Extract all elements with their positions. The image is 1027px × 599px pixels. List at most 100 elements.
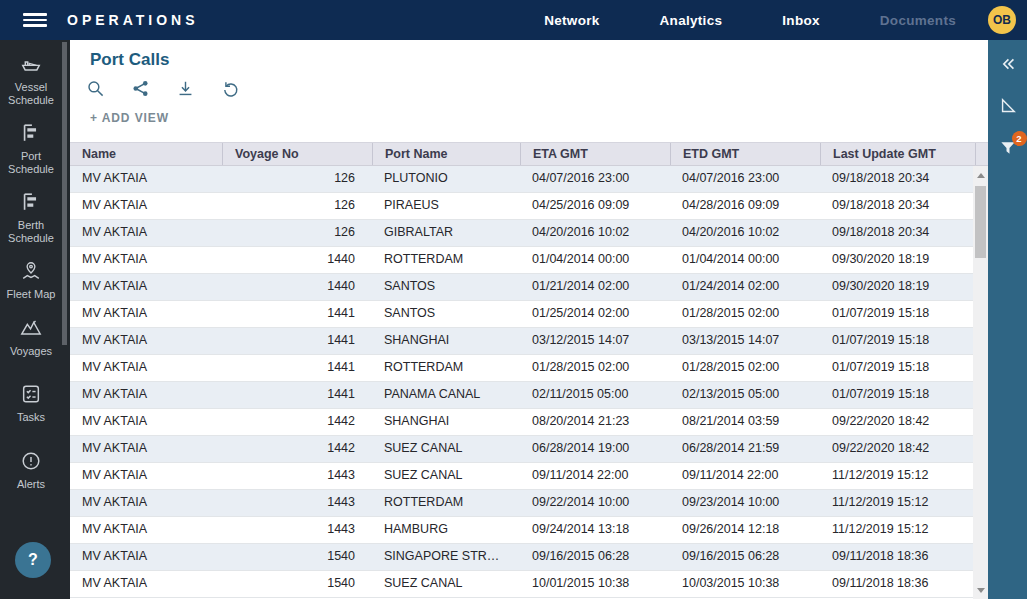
cell-etd: 09/26/2014 12:18 (670, 517, 820, 543)
cell-last_update: 09/22/2020 18:42 (820, 436, 973, 462)
table-row[interactable]: MV AKTAIA126PIRAEUS04/25/2016 09:0904/28… (70, 193, 973, 220)
cell-name: MV AKTAIA (70, 301, 222, 327)
search-button[interactable] (86, 79, 105, 98)
help-button[interactable]: ? (15, 542, 51, 578)
table-row[interactable]: MV AKTAIA1440ROTTERDAM01/04/2014 00:0001… (70, 247, 973, 274)
filter-button[interactable]: 2 (998, 138, 1018, 158)
table-scrollbar[interactable] (973, 166, 988, 599)
scroll-down-arrow[interactable] (973, 582, 988, 598)
nav-inbox[interactable]: Inbox (782, 13, 820, 28)
cell-voyage_no: 1441 (222, 355, 372, 381)
download-button[interactable] (176, 79, 195, 98)
cell-eta: 04/20/2016 10:02 (520, 220, 670, 246)
table-row[interactable]: MV AKTAIA1442SUEZ CANAL06/28/2014 19:000… (70, 436, 973, 463)
table-row[interactable]: MV AKTAIA1540SUEZ CANAL10/01/2015 10:381… (70, 571, 973, 598)
sidebar-item-vessel-schedule[interactable]: Vessel Schedule (2, 53, 60, 106)
cell-port_name: PLUTONIO (372, 166, 520, 192)
cell-port_name: SHANGHAI (372, 328, 520, 354)
table-row[interactable]: MV AKTAIA1441SANTOS01/25/2014 02:0001/28… (70, 301, 973, 328)
sidebar-item-label: Port Schedule (2, 150, 60, 175)
column-header-voyage-no[interactable]: Voyage No (222, 143, 372, 165)
cell-port_name: SUEZ CANAL (372, 436, 520, 462)
scroll-thumb[interactable] (975, 186, 986, 258)
column-header-name[interactable]: Name (70, 143, 222, 165)
right-panel: 2 (988, 40, 1027, 599)
table-row[interactable]: MV AKTAIA1441PANAMA CANAL02/11/2015 05:0… (70, 382, 973, 409)
cell-voyage_no: 1540 (222, 544, 372, 570)
sidebar-item-alerts[interactable]: Alerts (2, 450, 60, 491)
cell-name: MV AKTAIA (70, 166, 222, 192)
cell-name: MV AKTAIA (70, 571, 222, 597)
cell-eta: 09/16/2015 06:28 (520, 544, 670, 570)
table-row[interactable]: MV AKTAIA1443ROTTERDAM09/22/2014 10:0009… (70, 490, 973, 517)
nav-documents: Documents (880, 13, 956, 28)
cell-etd: 09/11/2014 22:00 (670, 463, 820, 489)
sidebar-item-port-schedule[interactable]: Port Schedule (2, 122, 60, 175)
cell-etd: 09/16/2015 06:28 (670, 544, 820, 570)
nav-network[interactable]: Network (544, 13, 599, 28)
pointer-tool-button[interactable] (998, 96, 1018, 116)
cell-etd: 01/04/2014 00:00 (670, 247, 820, 273)
cell-port_name: GIBRALTAR (372, 220, 520, 246)
cell-port_name: PANAMA CANAL (372, 382, 520, 408)
cell-etd: 03/13/2015 14:07 (670, 328, 820, 354)
share-icon (131, 79, 150, 98)
cell-port_name: SHANGHAI (372, 409, 520, 435)
sidebar-item-label: Alerts (2, 478, 60, 491)
table-row[interactable]: MV AKTAIA1442SHANGHAI08/20/2014 21:2308/… (70, 409, 973, 436)
sidebar-item-voyages[interactable]: Voyages (2, 317, 60, 358)
table-row[interactable]: MV AKTAIA1441ROTTERDAM01/28/2015 02:0001… (70, 355, 973, 382)
toolbar (86, 79, 988, 98)
menu-icon[interactable] (23, 10, 47, 30)
share-button[interactable] (131, 79, 150, 98)
add-view-button[interactable]: + ADD VIEW (90, 111, 169, 125)
cell-eta: 04/07/2016 23:00 (520, 166, 670, 192)
cell-port_name: HAMBURG (372, 517, 520, 543)
cell-last_update: 11/12/2019 15:12 (820, 517, 973, 543)
table-row[interactable]: MV AKTAIA1540SINGAPORE STR…09/16/2015 06… (70, 544, 973, 571)
cell-eta: 02/11/2015 05:00 (520, 382, 670, 408)
cell-last_update: 09/30/2020 18:19 (820, 274, 973, 300)
download-icon (176, 79, 195, 98)
cell-last_update: 09/18/2018 20:34 (820, 193, 973, 219)
cell-last_update: 01/07/2019 15:18 (820, 301, 973, 327)
scroll-up-arrow[interactable] (973, 167, 988, 183)
sidebar-item-tasks[interactable]: Tasks (2, 383, 60, 424)
sidebar-scrollbar[interactable] (62, 42, 67, 345)
cell-name: MV AKTAIA (70, 274, 222, 300)
nav-analytics[interactable]: Analytics (660, 13, 723, 28)
checklist-icon (20, 383, 42, 405)
table-row[interactable]: MV AKTAIA1441SHANGHAI03/12/2015 14:0703/… (70, 328, 973, 355)
cell-name: MV AKTAIA (70, 463, 222, 489)
column-header-last-update-gmt[interactable]: Last Update GMT (820, 143, 975, 165)
collapse-panel-button[interactable] (998, 54, 1018, 74)
cell-eta: 04/25/2016 09:09 (520, 193, 670, 219)
sidebar-item-berth-schedule[interactable]: Berth Schedule (2, 191, 60, 244)
column-header-etd-gmt[interactable]: ETD GMT (670, 143, 820, 165)
sidebar-item-label: Vessel Schedule (2, 81, 60, 106)
chevron-double-left-icon (998, 54, 1018, 74)
user-avatar[interactable]: OB (988, 6, 1016, 34)
cell-port_name: PIRAEUS (372, 193, 520, 219)
table-row[interactable]: MV AKTAIA1440SANTOS01/21/2014 02:0001/24… (70, 274, 973, 301)
pointer-icon (998, 96, 1018, 116)
column-header-port-name[interactable]: Port Name (372, 143, 520, 165)
cell-name: MV AKTAIA (70, 193, 222, 219)
schedule-chart-icon (20, 191, 42, 213)
cell-voyage_no: 1540 (222, 571, 372, 597)
top-nav: Network Analytics Inbox Documents (544, 13, 956, 28)
sidebar-item-fleet-map[interactable]: Fleet Map (2, 260, 60, 301)
table-row[interactable]: MV AKTAIA126PLUTONIO04/07/2016 23:0004/0… (70, 166, 973, 193)
table-row[interactable]: MV AKTAIA1443HAMBURG09/24/2014 13:1809/2… (70, 517, 973, 544)
cell-etd: 01/28/2015 02:00 (670, 301, 820, 327)
cell-name: MV AKTAIA (70, 247, 222, 273)
port-calls-table: NameVoyage NoPort NameETA GMTETD GMTLast… (70, 142, 988, 599)
cell-last_update: 09/11/2018 18:36 (820, 544, 973, 570)
table-row[interactable]: MV AKTAIA126GIBRALTAR04/20/2016 10:0204/… (70, 220, 973, 247)
column-header-eta-gmt[interactable]: ETA GMT (520, 143, 670, 165)
table-row[interactable]: MV AKTAIA1443SUEZ CANAL09/11/2014 22:000… (70, 463, 973, 490)
top-bar: OPERATIONS NetworkAnalyticsInboxDocument… (0, 0, 1027, 40)
reset-button[interactable] (221, 79, 240, 98)
table-header: NameVoyage NoPort NameETA GMTETD GMTLast… (70, 142, 988, 166)
sidebar: Vessel Schedule Port Schedule Berth Schedu… (0, 40, 70, 599)
